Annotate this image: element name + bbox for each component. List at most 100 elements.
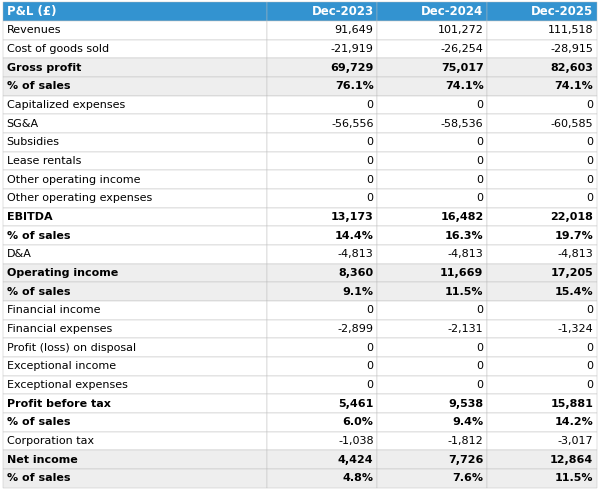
Text: 91,649: 91,649 bbox=[335, 25, 374, 35]
Bar bbox=[3, 264, 268, 282]
Text: % of sales: % of sales bbox=[7, 417, 70, 427]
Bar bbox=[268, 469, 377, 488]
Bar bbox=[3, 208, 268, 226]
Bar bbox=[268, 338, 377, 357]
Text: 0: 0 bbox=[367, 380, 374, 390]
Bar bbox=[377, 338, 487, 357]
Bar bbox=[3, 171, 268, 189]
Bar bbox=[487, 2, 597, 21]
Bar bbox=[268, 413, 377, 432]
Bar bbox=[487, 245, 597, 264]
Bar bbox=[268, 40, 377, 58]
Bar bbox=[487, 282, 597, 301]
Text: 0: 0 bbox=[476, 100, 484, 110]
Text: 0: 0 bbox=[586, 156, 593, 166]
Text: 0: 0 bbox=[476, 343, 484, 353]
Bar bbox=[3, 21, 268, 40]
Bar bbox=[487, 40, 597, 58]
Bar bbox=[268, 152, 377, 171]
Text: -3,017: -3,017 bbox=[558, 436, 593, 446]
Bar bbox=[487, 357, 597, 376]
Text: Dec-2024: Dec-2024 bbox=[421, 5, 484, 18]
Bar bbox=[377, 2, 487, 21]
Bar bbox=[268, 96, 377, 114]
Text: Subsidies: Subsidies bbox=[7, 137, 59, 147]
Bar bbox=[377, 114, 487, 133]
Text: 0: 0 bbox=[586, 343, 593, 353]
Text: 14.2%: 14.2% bbox=[554, 417, 593, 427]
Bar bbox=[377, 96, 487, 114]
Text: SG&A: SG&A bbox=[7, 119, 39, 129]
Text: % of sales: % of sales bbox=[7, 81, 70, 92]
Bar bbox=[487, 301, 597, 319]
Bar bbox=[377, 450, 487, 469]
Bar bbox=[3, 96, 268, 114]
Text: 0: 0 bbox=[586, 194, 593, 203]
Text: -56,556: -56,556 bbox=[331, 119, 374, 129]
Bar bbox=[487, 338, 597, 357]
Text: 0: 0 bbox=[586, 305, 593, 315]
Text: 12,864: 12,864 bbox=[550, 455, 593, 465]
Text: 0: 0 bbox=[367, 175, 374, 185]
Text: Net income: Net income bbox=[7, 455, 77, 465]
Bar bbox=[377, 432, 487, 450]
Text: -26,254: -26,254 bbox=[440, 44, 484, 54]
Bar bbox=[487, 432, 597, 450]
Text: 0: 0 bbox=[586, 361, 593, 371]
Text: 4.8%: 4.8% bbox=[343, 473, 374, 483]
Text: Exceptional income: Exceptional income bbox=[7, 361, 116, 371]
Bar bbox=[268, 77, 377, 96]
Bar bbox=[377, 469, 487, 488]
Text: 9.1%: 9.1% bbox=[343, 287, 374, 296]
Text: Revenues: Revenues bbox=[7, 25, 61, 35]
Text: EBITDA: EBITDA bbox=[7, 212, 52, 222]
Text: -4,813: -4,813 bbox=[557, 249, 593, 259]
Text: 0: 0 bbox=[367, 305, 374, 315]
Text: 0: 0 bbox=[476, 194, 484, 203]
Bar bbox=[377, 319, 487, 338]
Bar bbox=[487, 171, 597, 189]
Bar bbox=[268, 2, 377, 21]
Text: P&L (£): P&L (£) bbox=[7, 5, 56, 18]
Bar bbox=[377, 226, 487, 245]
Bar bbox=[487, 226, 597, 245]
Text: 16,482: 16,482 bbox=[440, 212, 484, 222]
Text: 9,538: 9,538 bbox=[448, 398, 484, 409]
Text: 0: 0 bbox=[586, 380, 593, 390]
Text: 0: 0 bbox=[476, 156, 484, 166]
Bar bbox=[3, 152, 268, 171]
Bar bbox=[487, 413, 597, 432]
Text: 76.1%: 76.1% bbox=[335, 81, 374, 92]
Text: -1,812: -1,812 bbox=[448, 436, 484, 446]
Bar bbox=[268, 114, 377, 133]
Bar bbox=[268, 450, 377, 469]
Text: -2,899: -2,899 bbox=[338, 324, 374, 334]
Bar bbox=[377, 413, 487, 432]
Text: Dec-2023: Dec-2023 bbox=[311, 5, 374, 18]
Bar bbox=[268, 394, 377, 413]
Bar bbox=[268, 133, 377, 152]
Text: 74.1%: 74.1% bbox=[445, 81, 484, 92]
Bar bbox=[3, 469, 268, 488]
Text: 0: 0 bbox=[476, 137, 484, 147]
Bar bbox=[487, 319, 597, 338]
Bar bbox=[377, 171, 487, 189]
Text: Financial income: Financial income bbox=[7, 305, 100, 315]
Text: % of sales: % of sales bbox=[7, 287, 70, 296]
Bar bbox=[487, 114, 597, 133]
Text: 111,518: 111,518 bbox=[548, 25, 593, 35]
Bar bbox=[377, 21, 487, 40]
Text: -2,131: -2,131 bbox=[448, 324, 484, 334]
Bar bbox=[377, 301, 487, 319]
Text: 9.4%: 9.4% bbox=[452, 417, 484, 427]
Bar bbox=[3, 58, 268, 77]
Bar bbox=[377, 357, 487, 376]
Text: 16.3%: 16.3% bbox=[445, 231, 484, 241]
Text: -1,324: -1,324 bbox=[557, 324, 593, 334]
Bar bbox=[3, 338, 268, 357]
Text: Other operating expenses: Other operating expenses bbox=[7, 194, 152, 203]
Text: 22,018: 22,018 bbox=[551, 212, 593, 222]
Text: 11.5%: 11.5% bbox=[555, 473, 593, 483]
Bar bbox=[3, 282, 268, 301]
Text: -4,813: -4,813 bbox=[448, 249, 484, 259]
